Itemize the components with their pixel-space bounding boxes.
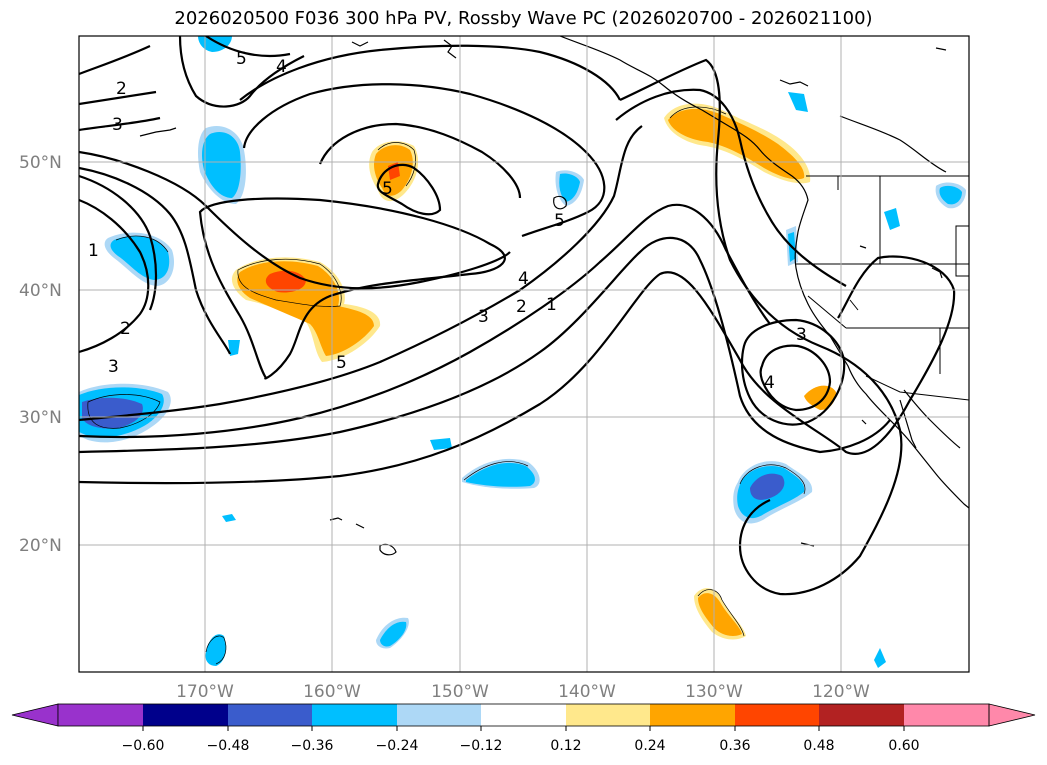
neg-anomaly-region [788,92,808,112]
contour-label: 3 [112,115,123,135]
neg-anomaly-region [380,621,407,647]
negative-anomaly-shading [79,36,966,668]
contour-label: 4 [764,373,775,393]
neg-anomaly-region [559,173,580,202]
lon-label: 170°W [176,682,234,702]
neg-anomaly-region [884,208,900,230]
neg-anomaly-core [750,473,785,500]
contour-label: 3 [796,325,807,345]
colorbar-tick-label: −0.24 [376,738,419,754]
lon-label: 130°W [685,682,743,702]
colorbar-tick-label: 0.12 [550,738,581,754]
lon-label: 160°W [303,682,361,702]
colorbar-bin [58,704,143,726]
contour-label: 5 [236,49,247,69]
map-panel: 5 4 2 3 5 5 1 2 3 4 3 2 1 5 3 4 [79,36,969,672]
neg-anomaly-region [205,634,226,666]
neg-anomaly-region [466,462,535,487]
colorbar-tick-label: −0.48 [207,738,250,754]
contour-label: 2 [116,79,127,99]
contour-label: 2 [120,319,131,339]
lon-label: 150°W [431,682,489,702]
neg-anomaly-region [228,340,240,356]
lat-label: 50°N [19,153,62,173]
lat-label: 40°N [19,281,62,301]
contour-label: 4 [276,57,287,77]
contour-label: 5 [382,179,393,199]
colorbar-bin [819,704,904,726]
contour-labels: 5 4 2 3 5 5 1 2 3 4 3 2 1 5 3 4 [88,49,807,393]
colorbar-tick-label: 0.24 [634,738,665,754]
colorbar-bin [228,704,312,726]
pv-contours [79,36,956,596]
neg-anomaly-region [430,438,452,450]
contour-label: 5 [554,211,565,231]
pos-anomaly-region [698,593,742,636]
contour-label: 1 [88,241,99,261]
latitude-labels: 50°N 40°N 30°N 20°N [19,153,62,556]
neg-anomaly-region [198,36,232,52]
contour-label: 2 [516,297,527,317]
colorbar-bin [566,704,650,726]
colorbar-tick-label: −0.12 [460,738,503,754]
neg-anomaly-core [82,397,143,429]
colorbar-bin [735,704,819,726]
lat-label: 30°N [19,408,62,428]
contour-label: 4 [518,269,529,289]
contour-label: 5 [336,353,347,373]
colorbar-extend-min [11,703,59,727]
colorbar-tick-label: −0.60 [122,738,165,754]
colorbar-bin [312,704,397,726]
figure-title: 2026020500 F036 300 hPa PV, Rossby Wave … [174,8,873,29]
contour-label: 3 [478,307,489,327]
lat-label: 20°N [19,536,62,556]
colorbar-tick-label: 0.60 [888,738,919,754]
colorbar-tick-label: 0.48 [803,738,834,754]
map-frame [78,35,970,673]
colorbar: −0.60 −0.48 −0.36 −0.24 −0.12 0.12 0.24 … [11,703,1036,754]
neg-anomaly-region [939,185,962,205]
neg-anomaly-region [110,236,170,280]
colorbar-ticks [142,726,905,731]
colorbar-bin [481,704,566,726]
longitude-labels: 170°W 160°W 150°W 140°W 130°W 120°W [176,682,870,702]
lon-label: 140°W [558,682,616,702]
contour-label: 1 [546,295,557,315]
neg-anomaly-region [222,514,236,522]
colorbar-bin [397,704,481,726]
contour-label: 3 [108,357,119,377]
graticule [79,36,969,672]
lon-label: 120°W [812,682,870,702]
anomaly-outlines [87,106,806,665]
colorbar-bin [143,704,228,726]
neg-anomaly-region [874,648,886,668]
neg-anomaly-region [202,132,241,198]
colorbar-bin [904,704,989,726]
colorbar-bin [650,704,735,726]
colorbar-tick-label: 0.36 [719,738,750,754]
colorbar-frame [57,703,990,727]
colorbar-tick-label: −0.36 [291,738,334,754]
political-borders [796,175,969,401]
colorbar-extend-max [988,703,1036,727]
